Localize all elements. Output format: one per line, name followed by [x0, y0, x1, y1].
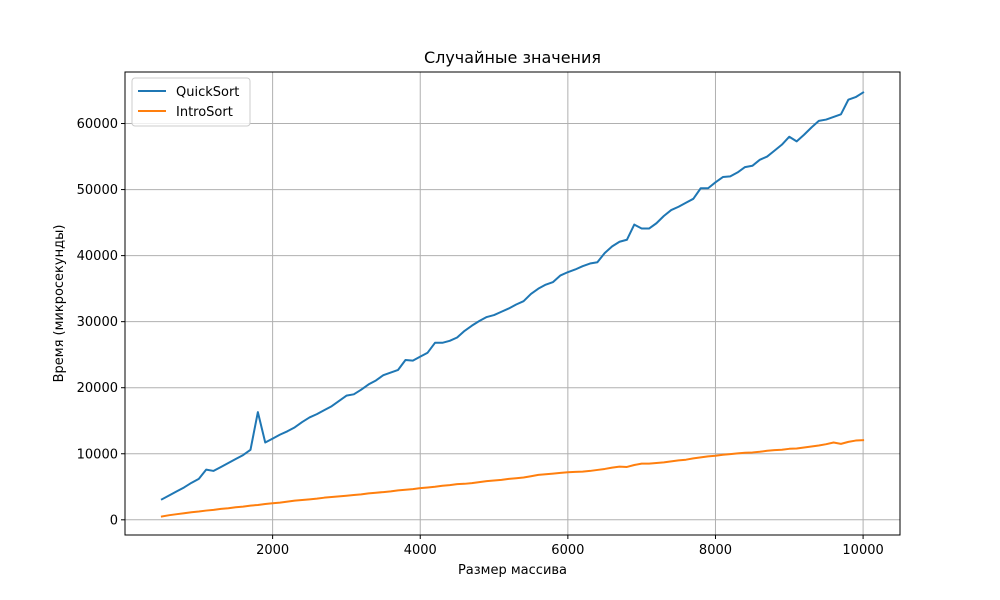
- x-tick-label: 10000: [842, 543, 883, 558]
- legend: QuickSort IntroSort: [131, 77, 251, 127]
- grid: [125, 72, 900, 535]
- legend-label-quicksort: QuickSort: [176, 85, 239, 100]
- series-line-quicksort: [160, 91, 865, 501]
- series-lines: [160, 91, 865, 518]
- x-tick-label: 2000: [256, 543, 289, 558]
- y-tick-label: 60000: [77, 117, 118, 132]
- y-axis-label: Время (микросекунды): [52, 225, 67, 383]
- x-axis-label: Размер массива: [458, 563, 567, 578]
- x-tick-label: 8000: [699, 543, 732, 558]
- chart-title: Случайные значения: [424, 48, 601, 67]
- y-axis-ticks: 0 10000 20000 30000 40000 50000 60000: [77, 117, 125, 528]
- series-line-introsort: [160, 439, 865, 518]
- y-tick-label: 10000: [77, 447, 118, 462]
- y-tick-label: 30000: [77, 315, 118, 330]
- y-tick-label: 50000: [77, 183, 118, 198]
- plot-frame: [124, 71, 901, 536]
- x-tick-label: 4000: [404, 543, 437, 558]
- x-tick-label: 6000: [551, 543, 584, 558]
- x-axis-ticks: 2000 4000 6000 8000 10000: [256, 535, 884, 558]
- y-tick-label: 0: [110, 513, 118, 528]
- legend-label-introsort: IntroSort: [176, 105, 233, 120]
- y-tick-label: 40000: [77, 249, 118, 264]
- y-tick-label: 20000: [77, 381, 118, 396]
